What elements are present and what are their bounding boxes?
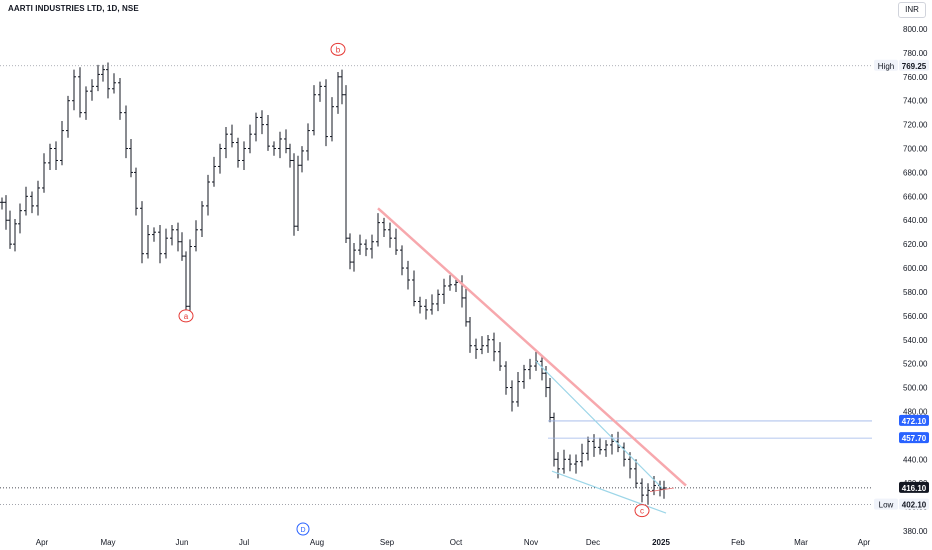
y-tick-label: 780.00 [903,49,928,58]
downtrend-line[interactable] [377,207,687,487]
time-axis: Apr May Jun Jul Aug Sep Oct Nov Dec 2025 Feb Mar Apr [36,538,871,547]
y-tick-label: 720.00 [903,121,928,130]
high-word-tag: High [878,62,894,71]
wedge-upper-line[interactable] [535,360,663,489]
y-tick-label: 700.00 [903,145,928,154]
x-tick-label: Aug [310,538,324,547]
wave-label-a[interactable] [178,309,194,323]
wave-label-text: a [184,312,189,321]
low-value-tag: 402.10 [902,501,927,510]
y-tick-label: 640.00 [903,216,928,225]
y-tick-label: 740.00 [903,97,928,106]
level-value-tag-2: 457.70 [902,434,927,443]
dividend-event-marker[interactable] [296,522,310,536]
dividend-event-text: D [300,527,305,534]
level-value-tag-1-box [899,414,929,426]
high-value-tag-box [899,59,929,71]
wedge-accent-line [649,487,675,492]
y-tick-label: 580.00 [903,288,928,297]
y-tick-label: 500.00 [903,384,928,393]
last-price-tag-box [899,481,929,493]
x-tick-label: Nov [524,538,538,547]
wave-label-text: c [640,507,644,516]
x-tick-label: Apr [36,538,49,547]
y-tick-label: 600.00 [903,264,928,273]
x-tick-label: Oct [450,538,463,547]
low-value-tag-box [899,498,929,510]
x-tick-label: May [100,538,115,547]
y-tick-label: 660.00 [903,192,928,201]
wave-label-c[interactable] [634,504,650,518]
level-value-tag-1: 472.10 [902,417,927,426]
x-tick-label: 2025 [652,538,670,547]
x-tick-label: Jul [239,538,249,547]
chart-title: AARTI INDUSTRIES LTD, 1D, NSE [8,4,139,13]
y-tick-label: 480.00 [903,407,928,416]
x-tick-label: Sep [380,538,395,547]
x-tick-label: Dec [586,538,600,547]
low-word-tag: Low [879,501,894,510]
last-price-tag: 416.10 [902,484,927,493]
y-tick-label: 620.00 [903,240,928,249]
y-tick-label: 800.00 [903,25,928,34]
high-value-tag: 769.25 [902,62,927,71]
wedge-lower-line[interactable] [551,470,667,514]
low-word-tag-box [874,498,898,510]
y-tick-label: 760.00 [903,73,928,82]
wave-label-b[interactable] [330,42,346,56]
price-axis: 800.00 780.00 760.00 740.00 720.00 700.00 680.… [874,25,929,536]
wave-label-text: b [336,45,341,54]
y-tick-label: 440.00 [903,455,928,464]
currency-button[interactable]: INR [898,2,926,18]
high-word-tag-box [874,59,898,71]
drawing-overlays: a b c D [0,42,872,536]
price-bars [0,62,666,505]
x-tick-label: Apr [858,538,871,547]
y-tick-label: 560.00 [903,312,928,321]
x-tick-label: Jun [176,538,189,547]
level-value-tag-2-box [899,432,929,444]
x-tick-label: Mar [794,538,808,547]
y-tick-label: 680.00 [903,168,928,177]
y-tick-label: 520.00 [903,360,928,369]
y-tick-label: 380.00 [903,527,928,536]
y-tick-label: 540.00 [903,336,928,345]
x-tick-label: Feb [731,538,745,547]
